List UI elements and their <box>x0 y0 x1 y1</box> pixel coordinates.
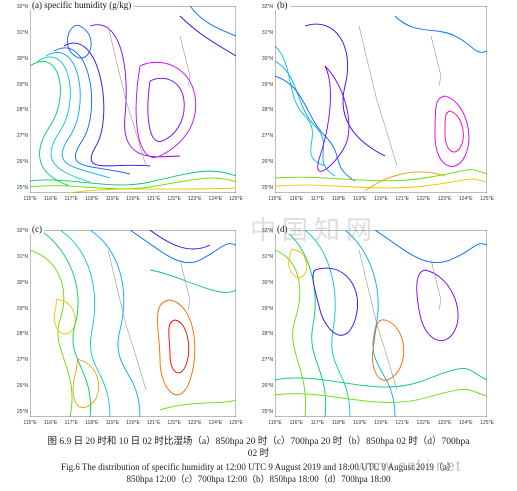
lon-tick-label: 122°E <box>167 196 182 202</box>
lon-tick-label: 124°E <box>208 420 223 426</box>
lat-tick-label: 29°N <box>261 305 273 312</box>
panel-d <box>275 230 487 417</box>
lon-tick-label: 115°E <box>268 420 282 426</box>
panel-b-label: (b) <box>275 0 290 10</box>
lon-tick-label: 116°E <box>289 196 303 202</box>
lat-tick-label: 25°N <box>16 185 28 191</box>
lat-tick-label: 32°N <box>16 4 28 10</box>
lat-tick-label: 30°N <box>16 55 28 62</box>
panel-c-label: (c) <box>30 224 44 234</box>
lat-tick-label: 29°N <box>261 81 273 88</box>
lat-tick-label: 28°N <box>261 107 273 114</box>
lon-tick-label: 125°E <box>480 420 494 426</box>
contour-map-d <box>275 230 487 417</box>
lon-tick-label: 119°E <box>353 196 367 202</box>
lon-tick-label: 117°E <box>310 196 325 202</box>
lon-tick-label: 122°E <box>416 196 431 202</box>
lon-tick-label: 124°E <box>458 420 473 426</box>
lat-tick-label: 28°N <box>16 331 28 338</box>
lat-tick-label: 31°N <box>261 29 273 36</box>
lon-tick-label: 123°E <box>187 196 202 202</box>
lon-tick-label: 117°E <box>64 196 78 202</box>
lon-tick-label: 120°E <box>374 196 388 202</box>
lon-tick-label: 123°E <box>437 196 452 202</box>
lon-tick-label: 121°E <box>146 420 161 426</box>
lat-tick-label: 32°N <box>16 228 28 234</box>
lat-tick-label: 27°N <box>16 357 28 364</box>
lat-tick-label: 30°N <box>261 55 273 62</box>
panel-d-label: (d) <box>275 224 290 234</box>
lat-tick-label: 30°N <box>16 279 28 286</box>
lat-tick-label: 27°N <box>16 133 28 140</box>
lon-tick-label: 120°E <box>126 420 140 426</box>
lon-tick-label: 116°E <box>43 196 58 202</box>
caption-cn-line2: 02 时 <box>247 449 270 459</box>
lon-tick-label: 118°E <box>331 196 346 202</box>
lon-tick-label: 120°E <box>126 196 140 202</box>
lon-tick-label: 121°E <box>395 420 410 426</box>
caption-cn-line1: 图 6.9 日 20 时和 10 日 02 时比湿场（a）850hpa 20 时… <box>47 437 470 447</box>
lat-tick-label: 25°N <box>261 185 273 191</box>
lon-tick-label: 125°E <box>229 420 243 426</box>
caption-cn: 图 6.9 日 20 时和 10 日 02 时比湿场（a）850hpa 20 时… <box>0 436 517 460</box>
contour-map-a <box>30 6 236 193</box>
lat-tick-label: 30°N <box>261 279 273 286</box>
lon-tick-label: 125°E <box>480 196 494 202</box>
lat-tick-label: 27°N <box>261 357 273 364</box>
lon-tick-label: 115°E <box>23 196 37 202</box>
lon-tick-label: 119°E <box>105 196 120 202</box>
lon-tick-label: 125°E <box>229 196 243 202</box>
lat-tick-label: 26°N <box>261 159 273 166</box>
panel-c <box>30 230 236 417</box>
lon-tick-label: 120°E <box>374 420 388 426</box>
lon-tick-label: 118°E <box>331 420 346 426</box>
lat-tick-label: 31°N <box>261 253 273 260</box>
lon-tick-label: 119°E <box>353 420 367 426</box>
lat-tick-label: 32°N <box>261 228 273 234</box>
lon-tick-label: 115°E <box>268 196 282 202</box>
lon-tick-label: 123°E <box>187 420 202 426</box>
lon-tick-label: 117°E <box>64 420 78 426</box>
lat-tick-label: 31°N <box>16 253 28 260</box>
lat-tick-label: 28°N <box>261 331 273 338</box>
contour-map-b <box>275 6 487 193</box>
lon-tick-label: 116°E <box>289 420 303 426</box>
lon-tick-label: 124°E <box>458 196 473 202</box>
lon-tick-label: 124°E <box>208 196 223 202</box>
lon-tick-label: 121°E <box>395 196 410 202</box>
caption-en-line1: Fig.6 The distribution of specific humid… <box>61 462 456 472</box>
lon-tick-label: 121°E <box>146 196 161 202</box>
panel-b <box>275 6 487 193</box>
caption-en: Fig.6 The distribution of specific humid… <box>0 461 517 485</box>
lat-tick-label: 28°N <box>16 107 28 114</box>
lat-tick-label: 32°N <box>261 4 273 10</box>
lon-tick-label: 118°E <box>85 420 99 426</box>
lat-tick-label: 27°N <box>261 133 273 140</box>
lon-tick-label: 123°E <box>437 420 452 426</box>
lon-tick-label: 116°E <box>43 420 58 426</box>
lon-tick-label: 115°E <box>23 420 37 426</box>
lat-tick-label: 29°N <box>16 305 28 312</box>
panel-a-label: (a) specific humidity (g/kg) <box>30 0 134 10</box>
lon-tick-label: 122°E <box>167 420 182 426</box>
lat-tick-label: 26°N <box>16 383 28 390</box>
lon-tick-label: 119°E <box>105 420 120 426</box>
lon-tick-label: 118°E <box>85 196 99 202</box>
panel-a <box>30 6 236 193</box>
lat-tick-label: 25°N <box>261 409 273 415</box>
lat-tick-label: 29°N <box>16 81 28 88</box>
lon-tick-label: 117°E <box>310 420 325 426</box>
contour-map-c <box>30 230 236 417</box>
lat-tick-label: 26°N <box>261 383 273 390</box>
caption-en-line2: 850hpa 12:00（c）700hpa 12:00（b）850hpa 18:… <box>126 474 391 484</box>
lat-tick-label: 26°N <box>16 159 28 166</box>
lon-tick-label: 122°E <box>416 420 431 426</box>
lat-tick-label: 31°N <box>16 29 28 36</box>
lat-tick-label: 25°N <box>16 409 28 415</box>
